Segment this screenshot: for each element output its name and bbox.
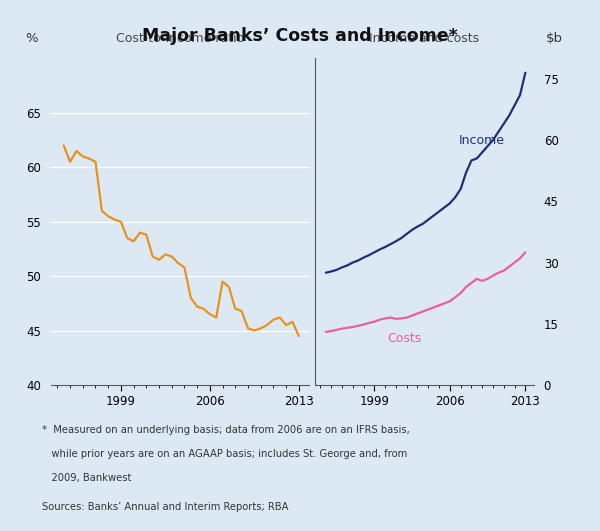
Text: *  Measured on an underlying basis; data from 2006 are on an IFRS basis,: * Measured on an underlying basis; data … xyxy=(42,425,410,435)
Text: Costs: Costs xyxy=(387,331,422,345)
Text: Major Banks’ Costs and Income*: Major Banks’ Costs and Income* xyxy=(142,27,458,45)
Text: %: % xyxy=(25,32,38,45)
Text: Sources: Banks’ Annual and Interim Reports; RBA: Sources: Banks’ Annual and Interim Repor… xyxy=(42,502,289,512)
Text: Income and costs: Income and costs xyxy=(370,32,479,45)
Text: Cost-to-income ratio: Cost-to-income ratio xyxy=(116,32,244,45)
Text: Income: Income xyxy=(458,134,505,147)
Text: while prior years are on an AGAAP basis; includes St. George and, from: while prior years are on an AGAAP basis;… xyxy=(42,449,407,459)
Text: $b: $b xyxy=(545,32,562,45)
Text: 2009, Bankwest: 2009, Bankwest xyxy=(42,473,131,483)
